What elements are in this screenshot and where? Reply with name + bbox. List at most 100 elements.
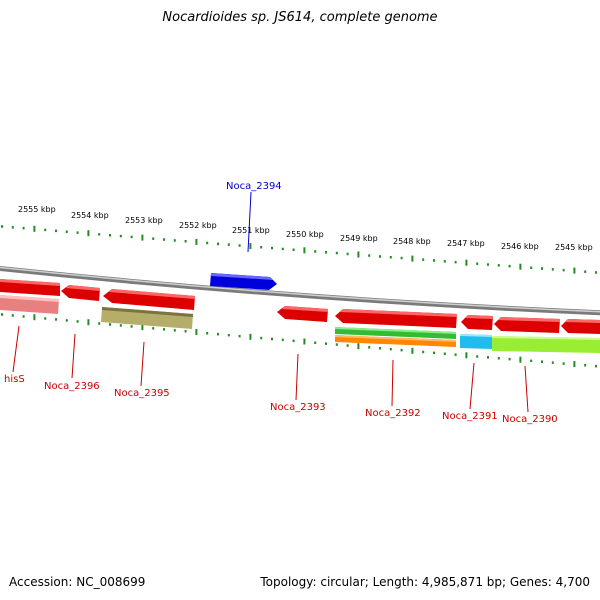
- scale-label-2546: 2546 kbp: [501, 242, 539, 251]
- scale-tick: [487, 356, 489, 359]
- scale-tick: [541, 360, 543, 363]
- gene-feature-hiss[interactable]: [0, 279, 60, 296]
- gene-feature-noca-2395[interactable]: [103, 289, 195, 310]
- gene-feature-noca-2393[interactable]: [277, 306, 328, 322]
- gene-feature-next-reverse[interactable]: [561, 319, 600, 334]
- scale-tick: [303, 247, 306, 254]
- scale-label-2553: 2553 kbp: [125, 216, 163, 225]
- scale-tick: [173, 239, 176, 242]
- scale-tick: [65, 230, 68, 233]
- scale-tick: [119, 234, 122, 238]
- scale-tick: [562, 362, 565, 365]
- scale-tick: [335, 343, 338, 346]
- scale-tick: [368, 346, 371, 349]
- gene-feature-noca-2391[interactable]: [461, 315, 493, 330]
- gene-feature-noca-2390-product[interactable]: [492, 336, 600, 353]
- scale-tick: [238, 334, 241, 338]
- scale-ticks-upper: [1, 225, 597, 274]
- gene-feature-noca-2392-product-a[interactable]: [335, 327, 456, 339]
- gene-label-noca-2394[interactable]: Noca_2394: [226, 181, 282, 192]
- scale-tick: [22, 226, 25, 230]
- scale-tick: [357, 343, 360, 350]
- scale-tick: [109, 234, 111, 237]
- scale-tick: [130, 235, 133, 239]
- scale-label-2548: 2548 kbp: [393, 237, 431, 246]
- scale-tick: [55, 229, 57, 233]
- scale-tick: [130, 325, 133, 328]
- scale-tick: [1, 225, 3, 228]
- scale-tick: [109, 323, 111, 326]
- scale-tick: [379, 255, 381, 258]
- scale-tick: [152, 327, 155, 330]
- scale-tick: [476, 355, 479, 358]
- scale-tick: [238, 244, 241, 247]
- scale-tick: [400, 256, 403, 260]
- scale-tick: [55, 318, 57, 321]
- scale-tick: [508, 264, 511, 268]
- scale-tick: [206, 332, 209, 335]
- scale-tick: [325, 251, 327, 254]
- scale-tick: [454, 353, 457, 356]
- scale-tick: [389, 256, 392, 259]
- scale-tick: [595, 271, 597, 274]
- gene-feature-noca-2392-product-b[interactable]: [335, 335, 456, 347]
- gene-label-noca-2395[interactable]: Noca_2395: [114, 388, 170, 399]
- gene-feature-noca-2394[interactable]: [210, 273, 277, 290]
- scale-tick: [87, 319, 90, 326]
- scale-tick: [249, 333, 252, 340]
- scale-tick: [65, 319, 68, 322]
- scale-ticks-lower: [1, 313, 597, 368]
- scale-tick: [33, 225, 36, 232]
- scale-tick: [184, 330, 187, 333]
- gene-label-noca-2392[interactable]: Noca_2392: [365, 408, 421, 419]
- gene-label-noca-2390[interactable]: Noca_2390: [502, 414, 558, 425]
- scale-tick: [508, 357, 511, 361]
- scale-tick: [173, 329, 176, 332]
- map-title: Nocardioides sp. JS614, complete genome: [162, 10, 438, 25]
- scale-tick: [422, 350, 425, 354]
- scale-tick: [368, 254, 371, 257]
- scale-tick: [454, 260, 457, 264]
- scale-tick: [357, 251, 360, 258]
- gene-feature-noca-2391-product[interactable]: [460, 334, 492, 349]
- gene-feature-noca-2396[interactable]: [61, 285, 100, 301]
- scale-tick: [1, 313, 3, 316]
- gene-feature-noca-2390[interactable]: [494, 317, 560, 333]
- scale-tick: [87, 230, 90, 237]
- scale-tick: [163, 238, 165, 241]
- scale-tick: [551, 361, 554, 364]
- scale-tick: [195, 238, 198, 245]
- scale-tick: [119, 324, 122, 327]
- scale-tick: [98, 233, 101, 236]
- scale-tick: [465, 259, 468, 266]
- gene-label-hiss[interactable]: hisS: [4, 374, 25, 385]
- scale-tick: [11, 226, 14, 229]
- scale-tick: [249, 243, 252, 250]
- scale-tick: [573, 267, 576, 274]
- scale-tick: [389, 347, 392, 351]
- gene-label-noca-2393[interactable]: Noca_2393: [270, 402, 326, 413]
- gene-label-noca-2396[interactable]: Noca_2396: [44, 381, 100, 392]
- scale-label-2547: 2547 kbp: [447, 239, 485, 248]
- gene-label-noca-2391[interactable]: Noca_2391: [442, 411, 498, 422]
- scale-tick: [163, 328, 165, 331]
- scale-tick: [530, 359, 533, 363]
- scale-tick: [541, 267, 543, 270]
- scale-tick: [271, 246, 273, 250]
- gene-feature-noca-2395-product[interactable]: [101, 307, 193, 329]
- scale-tick: [281, 338, 284, 342]
- scale-label-2554: 2554 kbp: [71, 211, 109, 220]
- scale-tick: [595, 364, 597, 368]
- gene-feature-hiss-product[interactable]: [0, 295, 59, 314]
- scale-tick: [22, 315, 25, 318]
- scale-tick: [335, 251, 338, 255]
- scale-label-2552: 2552 kbp: [179, 221, 217, 230]
- scale-tick: [443, 352, 446, 355]
- scale-tick: [314, 250, 317, 253]
- gene-feature-noca-2392[interactable]: [335, 309, 457, 328]
- scale-tick: [325, 342, 327, 345]
- scale-tick: [98, 322, 101, 325]
- scale-tick: [260, 246, 263, 249]
- scale-tick: [33, 314, 36, 321]
- scale-tick: [400, 348, 403, 352]
